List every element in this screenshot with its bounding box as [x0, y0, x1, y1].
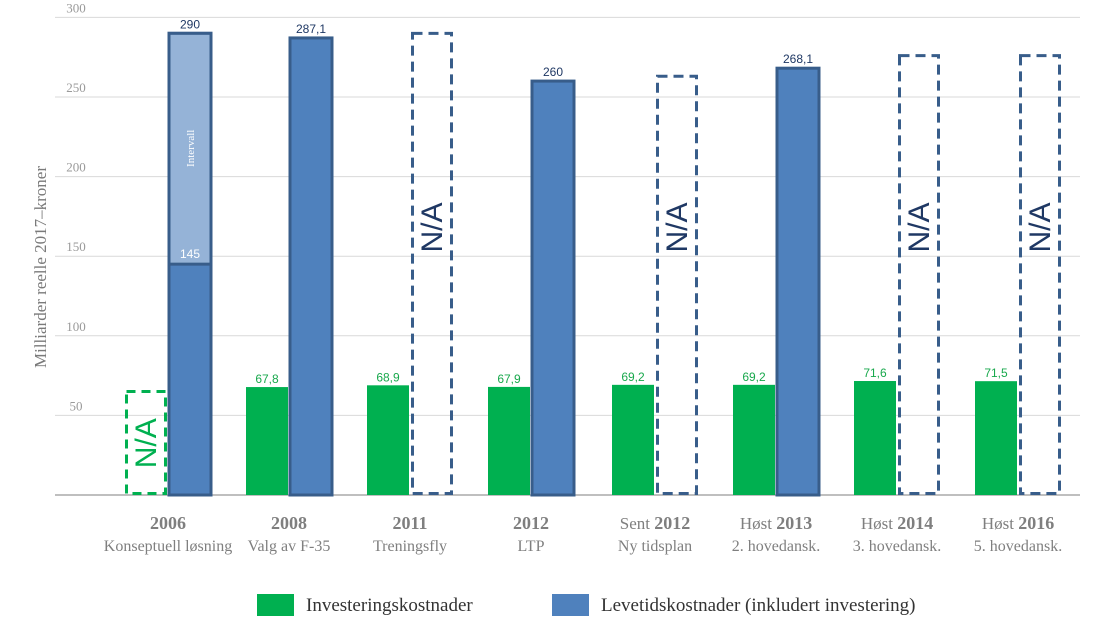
- category-year: 2006: [150, 513, 186, 533]
- investment-na-label: N/A: [130, 418, 163, 468]
- category-year: 2014: [897, 513, 933, 533]
- category-label: Høst 2014: [861, 513, 933, 533]
- lifecycle-value-label: 287,1: [296, 22, 326, 36]
- lifecycle-na-bar: [898, 54, 940, 495]
- category-prefix: Høst: [982, 514, 1018, 533]
- lifecycle-bar: [530, 79, 576, 497]
- lifecycle-na-label: N/A: [661, 203, 694, 253]
- y-tick-label: 300: [66, 0, 86, 15]
- category-label: 2011: [392, 513, 427, 533]
- lifecycle-value-label: 290: [180, 17, 200, 31]
- y-tick-label: 150: [66, 239, 86, 254]
- category-sublabel: 5. hovedansk.: [974, 538, 1062, 555]
- lifecycle-bar: [288, 36, 334, 497]
- category-sublabel: Ny tidsplan: [618, 538, 692, 555]
- data-labels: N/A Intervall 145 290 67,8 287,1 68,9 N/A 67,9 26…: [130, 17, 1057, 468]
- investment-bar: [612, 384, 654, 495]
- investment-value-label: 71,5: [984, 366, 1008, 380]
- bars: [125, 31, 1061, 497]
- category-label: 2012: [513, 513, 549, 533]
- investment-value-label: 68,9: [376, 370, 400, 384]
- y-tick-label: 100: [66, 319, 86, 334]
- y-axis: 50 100 150 200 250 300 Milliarder reelle 2017–…: [31, 0, 86, 413]
- investment-bar: [975, 381, 1017, 495]
- investment-na-bar: [125, 390, 167, 495]
- lifecycle-value-label: 260: [543, 65, 563, 79]
- legend-swatch-lifecycle: [552, 594, 589, 616]
- category-label: Høst 2016: [982, 513, 1054, 533]
- category-year: 2011: [392, 513, 427, 533]
- investment-bar: [733, 384, 775, 495]
- investment-value-label: 67,8: [255, 372, 279, 386]
- lifecycle-na-bar: [1019, 54, 1061, 495]
- category-sublabel: Valg av F-35: [248, 538, 331, 555]
- investment-value-label: 67,9: [497, 372, 521, 386]
- lifecycle-na-label: N/A: [416, 203, 449, 253]
- category-sublabel: Konseptuell løsning: [104, 538, 232, 555]
- category-sublabel: LTP: [518, 538, 545, 555]
- y-tick-label: 250: [66, 80, 86, 95]
- lifecycle-na-bar: [656, 74, 698, 496]
- investment-bar: [854, 381, 896, 495]
- investment-value-label: 69,2: [621, 370, 645, 384]
- interval-label: Intervall: [185, 130, 197, 167]
- category-prefix: Sent: [620, 514, 654, 533]
- y-tick-label: 200: [66, 160, 86, 175]
- investment-bar: [367, 385, 409, 495]
- lifecycle-na-label: N/A: [1024, 203, 1057, 253]
- lifecycle-na-bar: [411, 31, 453, 495]
- x-axis: 2006 Konseptuell løsning 2008 Valg av F-35 2…: [104, 513, 1062, 555]
- y-tick-label: 50: [70, 398, 83, 413]
- lifecycle-value-label: 268,1: [783, 52, 813, 66]
- legend-label-investment: Investeringskostnader: [306, 595, 473, 616]
- investment-value-label: 69,2: [742, 370, 766, 384]
- category-year: 2013: [776, 513, 812, 533]
- y-axis-title: Milliarder reelle 2017–kroner: [31, 166, 50, 368]
- category-year: 2012: [654, 513, 690, 533]
- category-label: Høst 2013: [740, 513, 812, 533]
- lifecycle-na-label: N/A: [903, 203, 936, 253]
- legend-swatch-investment: [257, 594, 294, 616]
- interval-band: [167, 31, 213, 266]
- category-label: 2006: [150, 513, 186, 533]
- investment-bar: [246, 387, 288, 495]
- category-sublabel: Treningsfly: [373, 538, 447, 555]
- category-prefix: Høst: [861, 514, 897, 533]
- investment-bar: [488, 386, 530, 495]
- category-label: Sent 2012: [620, 513, 690, 533]
- legend-label-lifecycle: Levetidskostnader (inkludert investering…: [601, 595, 915, 616]
- category-year: 2008: [271, 513, 307, 533]
- category-year: 2012: [513, 513, 549, 533]
- interval-low-label: 145: [180, 247, 200, 261]
- category-sublabel: 2. hovedansk.: [732, 538, 820, 555]
- category-year: 2016: [1018, 513, 1054, 533]
- investment-value-label: 71,6: [863, 366, 887, 380]
- legend: Investeringskostnader Levetidskostnader (…: [257, 594, 915, 616]
- category-prefix: Høst: [740, 514, 776, 533]
- lifecycle-bar: [775, 66, 821, 497]
- category-label: 2008: [271, 513, 307, 533]
- category-sublabel: 3. hovedansk.: [853, 538, 941, 555]
